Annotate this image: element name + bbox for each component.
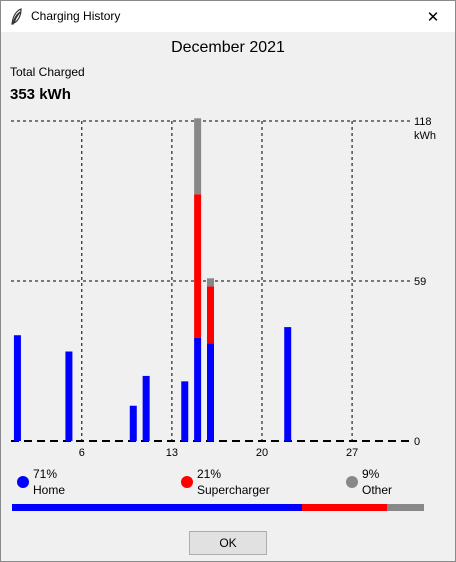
bar-other <box>194 118 202 195</box>
bar-home <box>13 335 21 441</box>
chart-bars <box>13 118 292 441</box>
bar-home <box>65 351 73 441</box>
ok-button[interactable]: OK <box>189 531 267 555</box>
legend-other-name: Other <box>362 483 393 497</box>
share-segment-home <box>12 504 302 511</box>
bar-home <box>194 337 202 441</box>
other-dot-icon <box>346 476 358 488</box>
y-tick-label: 118 <box>414 116 432 128</box>
legend-home-name: Home <box>33 483 66 497</box>
supercharger-dot-icon <box>181 476 193 488</box>
bar-home <box>142 375 150 441</box>
legend-other-pct: 9% <box>362 467 380 481</box>
bar-supercharger <box>194 194 202 338</box>
x-tick-label: 6 <box>79 447 85 459</box>
chart-labels: 0 59 118 kWh 6 13 20 27 <box>79 116 436 459</box>
legend-home-pct: 71% <box>33 467 58 481</box>
share-bar <box>12 504 424 511</box>
share-segment-other <box>387 504 424 511</box>
bar-home <box>181 381 189 441</box>
window-title: Charging History <box>31 9 121 23</box>
close-button[interactable]: ✕ <box>411 1 455 32</box>
month-title: December 2021 <box>171 39 285 56</box>
close-icon: ✕ <box>426 8 440 26</box>
total-charged-value: 353 kWh <box>10 86 71 103</box>
legend-supercharger-name: Supercharger <box>197 483 270 497</box>
title-bar[interactable]: Charging History ✕ <box>1 1 455 32</box>
x-tick-label: 13 <box>166 447 178 459</box>
share-segment-supercharger <box>301 504 388 511</box>
bar-home <box>129 405 137 441</box>
y-tick-label: 59 <box>414 276 426 288</box>
charging-chart: 0 59 118 kWh 6 13 20 27 <box>11 116 436 459</box>
feather-icon <box>11 8 22 25</box>
y-unit-label: kWh <box>414 130 436 142</box>
y-tick-label: 0 <box>414 436 420 448</box>
bar-supercharger <box>207 286 214 344</box>
legend-supercharger-pct: 21% <box>197 467 222 481</box>
x-tick-label: 20 <box>256 447 268 459</box>
x-tick-label: 27 <box>346 447 358 459</box>
total-charged-label: Total Charged <box>10 65 85 79</box>
home-dot-icon <box>17 476 29 488</box>
bar-other <box>207 278 214 287</box>
bar-home <box>284 327 292 441</box>
bar-home <box>207 343 214 441</box>
